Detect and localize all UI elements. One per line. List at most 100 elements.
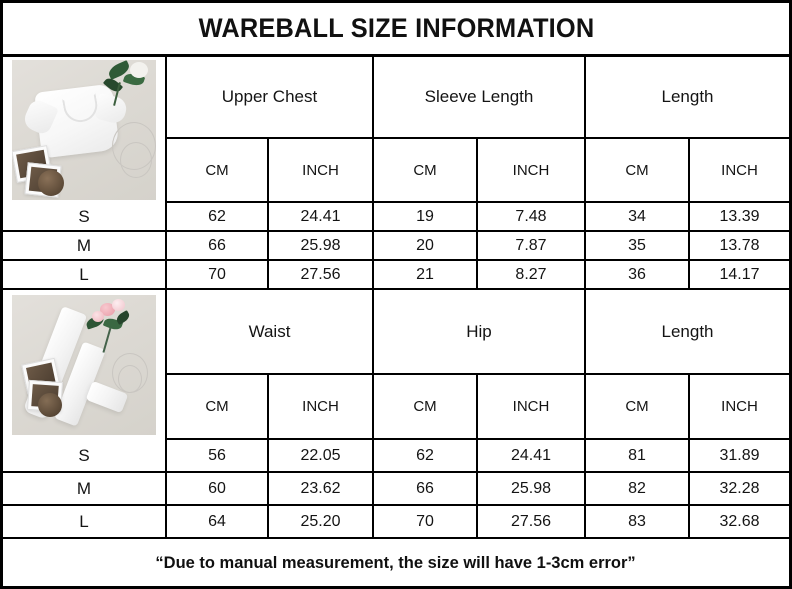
size-label-text: S <box>78 206 90 226</box>
unit-header-cm: CM <box>372 375 476 440</box>
cell-value: 32.68 <box>719 512 760 530</box>
page-title-text: WAREBALL SIZE INFORMATION <box>198 13 594 43</box>
unit-header-inch: INCH <box>476 375 584 440</box>
flower-icon <box>130 62 148 78</box>
cell-value: 7.87 <box>515 236 547 254</box>
table-cell: 56 <box>165 440 267 473</box>
cell-value: 24.41 <box>510 446 552 464</box>
unit-header-label: CM <box>205 398 229 415</box>
table-cell: 23.62 <box>267 473 372 506</box>
table-cell: 66 <box>372 473 476 506</box>
table-cell: 13.78 <box>688 232 789 261</box>
table-cell: 62 <box>165 203 267 232</box>
cell-value: 56 <box>208 446 226 464</box>
product-photo-bottom <box>3 290 165 440</box>
cell-value: 21 <box>416 265 434 283</box>
unit-header-label: CM <box>413 161 437 179</box>
cell-value: 66 <box>416 479 434 497</box>
unit-header-inch: INCH <box>688 375 789 440</box>
group-header-upper-chest: Upper Chest <box>165 57 372 139</box>
size-label-text: S <box>78 445 90 465</box>
rose-icon <box>100 303 115 316</box>
group-header-label: Waist <box>248 321 291 341</box>
size-label-s: S <box>3 203 165 232</box>
table-cell: 14.17 <box>688 261 789 290</box>
size-label-text: L <box>79 264 89 284</box>
unit-header-label: CM <box>625 398 649 415</box>
group-header-sleeve-length: Sleeve Length <box>372 57 584 139</box>
size-label-m: M <box>3 473 165 506</box>
group-header-waist: Waist <box>165 290 372 375</box>
cell-value: 27.56 <box>510 512 552 530</box>
unit-header-inch: INCH <box>267 375 372 440</box>
table-cell: 25.98 <box>476 473 584 506</box>
table-cell: 64 <box>165 506 267 537</box>
cell-value: 32.28 <box>719 479 760 497</box>
leaf-icon <box>114 310 132 325</box>
size-label-text: M <box>76 235 92 255</box>
table-cell: 36 <box>584 261 688 290</box>
cell-value: 27.56 <box>300 265 341 283</box>
unit-header-label: INCH <box>512 398 550 415</box>
unit-header-label: INCH <box>512 161 550 179</box>
unit-header-cm: CM <box>372 139 476 203</box>
size-label-l: L <box>3 261 165 290</box>
size-label-s: S <box>3 440 165 473</box>
table-cell: 82 <box>584 473 688 506</box>
cell-value: 23.62 <box>300 479 341 497</box>
cell-value: 82 <box>628 479 646 497</box>
cell-value: 62 <box>416 446 434 464</box>
crop-top-flatlay-image <box>12 60 156 200</box>
cell-value: 83 <box>628 512 646 530</box>
table-cell: 32.68 <box>688 506 789 537</box>
table-cell: 31.89 <box>688 440 789 473</box>
cell-value: 25.98 <box>300 236 341 254</box>
wire-prop-shape <box>118 365 142 393</box>
unit-header-inch: INCH <box>267 139 372 203</box>
cell-value: 70 <box>208 265 226 283</box>
table-cell: 32.28 <box>688 473 789 506</box>
measurement-disclaimer-text: “Due to manual measurement, the size wil… <box>155 552 637 572</box>
cell-value: 24.41 <box>300 207 341 225</box>
cell-value: 35 <box>628 236 646 254</box>
round-prop-object <box>38 393 62 417</box>
group-header-label: Upper Chest <box>221 87 318 106</box>
table-cell: 25.20 <box>267 506 372 537</box>
unit-header-cm: CM <box>165 139 267 203</box>
size-label-text: M <box>76 478 92 498</box>
cell-value: 13.39 <box>719 207 760 225</box>
unit-header-label: INCH <box>302 398 339 415</box>
cell-value: 19 <box>416 207 434 225</box>
unit-header-label: INCH <box>721 161 758 179</box>
product-photo-top <box>3 57 165 203</box>
rose-icon <box>112 299 125 311</box>
cell-value: 60 <box>208 479 226 497</box>
unit-header-label: CM <box>413 398 437 415</box>
unit-header-cm: CM <box>584 375 688 440</box>
cell-value: 34 <box>628 207 646 225</box>
group-header-length: Length <box>584 290 789 375</box>
unit-header-label: CM <box>625 161 649 179</box>
unit-header-cm: CM <box>584 139 688 203</box>
group-header-length: Length <box>584 57 789 139</box>
table-cell: 13.39 <box>688 203 789 232</box>
unit-header-cm: CM <box>165 375 267 440</box>
cell-value: 25.98 <box>510 479 552 497</box>
table-cell: 21 <box>372 261 476 290</box>
round-prop-object <box>38 170 64 196</box>
table-cell: 8.27 <box>476 261 584 290</box>
unit-header-label: CM <box>205 161 229 179</box>
table-cell: 7.48 <box>476 203 584 232</box>
table-cell: 83 <box>584 506 688 537</box>
unit-header-label: INCH <box>721 398 758 415</box>
unit-header-label: INCH <box>302 161 339 179</box>
cell-value: 13.78 <box>719 236 760 254</box>
size-label-m: M <box>3 232 165 261</box>
size-label-text: L <box>79 511 89 531</box>
cell-value: 62 <box>208 207 226 225</box>
cell-value: 22.05 <box>300 446 341 464</box>
table-cell: 66 <box>165 232 267 261</box>
group-header-label: Length <box>661 321 714 341</box>
cell-value: 8.27 <box>515 265 547 283</box>
